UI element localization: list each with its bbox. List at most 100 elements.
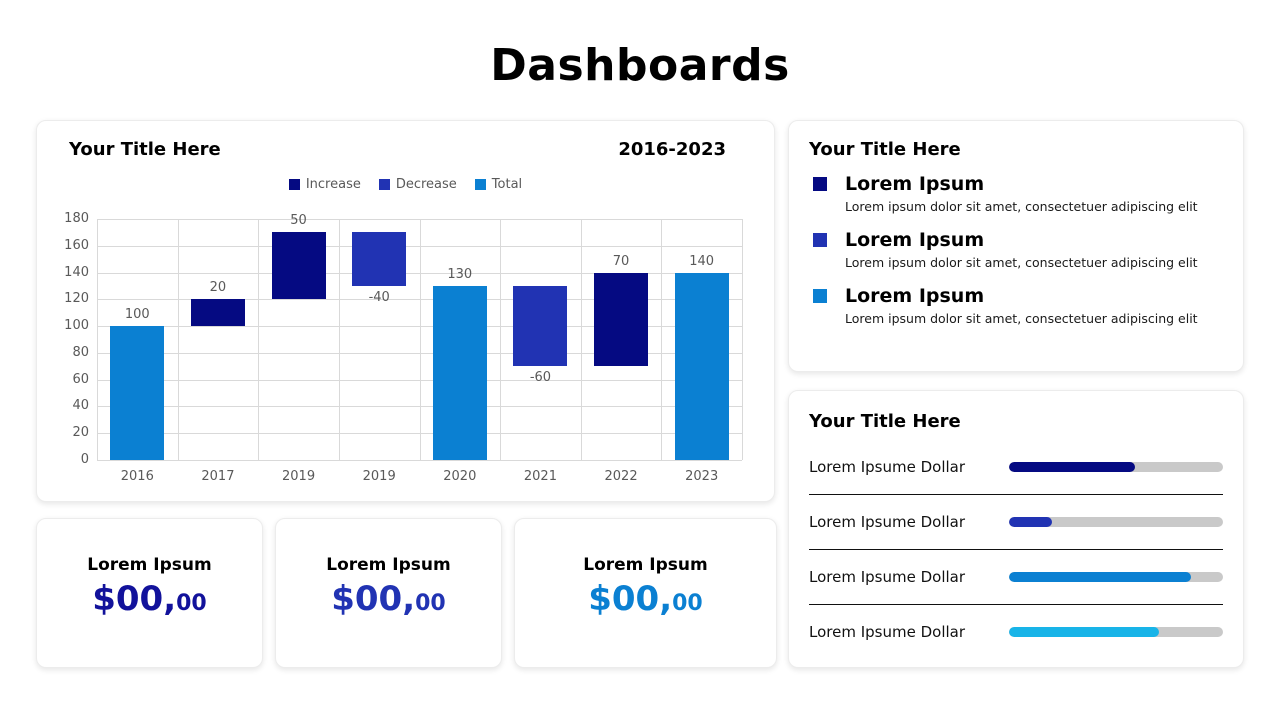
bullet-text-block: Lorem Ipsum Lorem ipsum dolor sit amet, c… — [845, 285, 1198, 326]
waterfall-bar-total — [432, 285, 487, 460]
kpi-value: $00,00 — [276, 579, 501, 619]
bullet-description: Lorem ipsum dolor sit amet, consectetuer… — [845, 255, 1198, 270]
kpi-value-sub: 00 — [415, 591, 446, 616]
kpi-card: Lorem Ipsum $00,00 — [36, 518, 263, 668]
x-axis-category-label: 2016 — [120, 469, 154, 484]
progress-fill — [1009, 517, 1052, 527]
legend-swatch-icon — [474, 179, 486, 190]
chart-legend-item: Increase — [288, 177, 361, 192]
kpi-value-sub: 00 — [176, 591, 207, 616]
bar-value-label: 70 — [612, 253, 630, 269]
y-axis-tick-label: 20 — [72, 425, 89, 441]
chart-legend-item: Total — [474, 177, 523, 192]
y-axis-tick-label: 140 — [64, 264, 89, 280]
bar-value-label: -60 — [529, 370, 552, 386]
legend-bullet-item: Lorem Ipsum Lorem ipsum dolor sit amet, c… — [809, 173, 1223, 214]
progress-track — [1009, 572, 1223, 582]
x-axis-category-label: 2019 — [282, 469, 316, 484]
legend-bullet-item: Lorem Ipsum Lorem ipsum dolor sit amet, c… — [809, 285, 1223, 326]
legend-bullet-item: Lorem Ipsum Lorem ipsum dolor sit amet, c… — [809, 229, 1223, 270]
progress-fill — [1009, 572, 1191, 582]
progress-rows-list: Lorem Ipsume Dollar Lorem Ipsume Dollar Lo… — [809, 439, 1223, 659]
y-axis-tick-label: 80 — [72, 344, 89, 360]
kpi-value: $00,00 — [515, 579, 776, 619]
chart-gridline — [97, 219, 98, 460]
chart-gridline — [661, 219, 663, 460]
page-title: Dashboards — [490, 40, 790, 91]
bullet-heading: Lorem Ipsum — [845, 285, 985, 307]
progress-label: Lorem Ipsume Dollar — [809, 623, 966, 641]
progress-row: Lorem Ipsume Dollar — [809, 494, 1223, 549]
bullet-square-icon — [813, 289, 827, 303]
kpi-label: Lorem Ipsum — [583, 555, 708, 575]
chart-legend-item: Decrease — [378, 177, 457, 192]
bar-value-label: 50 — [290, 213, 307, 229]
progress-track — [1009, 461, 1223, 472]
progress-label: Lorem Ipsume Dollar — [809, 568, 966, 586]
progress-bars-card: Your Title Here Lorem Ipsume Dollar Lorem… — [788, 390, 1244, 668]
waterfall-bar-increase — [271, 232, 326, 300]
bullet-heading: Lorem Ipsum — [845, 229, 985, 251]
kpi-card: Lorem Ipsum $00,00 — [275, 518, 502, 668]
legend-items-list: Lorem Ipsum Lorem ipsum dolor sit amet, c… — [809, 173, 1223, 341]
kpi-label: Lorem Ipsum — [87, 555, 212, 575]
x-axis-category-label: 2023 — [685, 469, 719, 484]
progress-row: Lorem Ipsume Dollar — [809, 549, 1223, 604]
y-axis-tick-label: 40 — [72, 398, 89, 414]
waterfall-bar-total — [110, 326, 165, 460]
waterfall-bar-increase — [594, 272, 649, 367]
progress-fill — [1009, 461, 1136, 472]
progress-fill — [1009, 627, 1159, 637]
chart-gridline — [580, 219, 582, 460]
kpi-value-main: $00, — [92, 579, 177, 619]
progress-row: Lorem Ipsume Dollar — [809, 439, 1223, 494]
bullet-text-block: Lorem Ipsum Lorem ipsum dolor sit amet, c… — [845, 229, 1198, 270]
bullet-description: Lorem ipsum dolor sit amet, consectetuer… — [845, 311, 1198, 326]
y-axis-tick-label: 180 — [64, 211, 89, 226]
bar-value-label: -40 — [368, 289, 390, 305]
waterfall-bar-total — [674, 272, 729, 460]
waterfall-bar-decrease — [352, 232, 407, 286]
kpi-value-main: $00, — [588, 579, 673, 619]
chart-legend: Increase Decrease Total — [37, 177, 774, 192]
bullet-description: Lorem ipsum dolor sit amet, consectetuer… — [845, 199, 1198, 214]
y-axis-tick-label: 100 — [64, 318, 89, 334]
legend-swatch-icon — [288, 179, 300, 190]
x-axis-category-label: 2020 — [443, 469, 477, 484]
waterfall-chart-card: Your Title Here 2016-2023 Increase Decrea… — [36, 120, 775, 502]
chart-gridline — [500, 219, 502, 460]
bar-value-label: 100 — [124, 307, 150, 323]
legend-label: Total — [491, 177, 523, 192]
kpi-label: Lorem Ipsum — [326, 555, 451, 575]
x-axis-category-label: 2021 — [523, 469, 557, 484]
y-axis-tick-label: 120 — [64, 291, 89, 307]
legend-bullets-card: Your Title Here Lorem Ipsum Lorem ipsum d… — [788, 120, 1244, 372]
progress-row: Lorem Ipsume Dollar — [809, 604, 1223, 659]
bar-value-label: 20 — [209, 280, 227, 296]
legend-label: Increase — [305, 177, 361, 192]
chart-card-header: Your Title Here 2016-2023 — [69, 139, 726, 160]
chart-gridline — [742, 219, 743, 460]
waterfall-plot-area: 0 20 40 60 80 100 120 140 160 180 2016 2017 2019 2019… — [37, 121, 776, 503]
chart-title: Your Title Here — [69, 139, 221, 160]
kpi-value-main: $00, — [331, 579, 416, 619]
chart-gridline — [258, 219, 260, 460]
bullet-square-icon — [813, 233, 827, 247]
x-axis-category-label: 2022 — [604, 469, 638, 484]
chart-gridline — [419, 219, 421, 460]
progress-track — [1009, 517, 1223, 527]
chart-gridline — [97, 460, 742, 461]
chart-gridline — [177, 219, 179, 460]
progress-card-title: Your Title Here — [809, 411, 961, 432]
kpi-value: $00,00 — [37, 579, 262, 619]
kpi-cards-row: Lorem Ipsum $00,00 Lorem Ipsum $00,00 Lorem … — [36, 518, 777, 668]
kpi-card: Lorem Ipsum $00,00 — [514, 518, 777, 668]
legend-label: Decrease — [395, 177, 457, 192]
progress-label: Lorem Ipsume Dollar — [809, 513, 966, 531]
bar-value-label: 140 — [689, 253, 715, 269]
waterfall-bar-decrease — [513, 285, 568, 367]
bar-value-label: 130 — [447, 266, 473, 282]
y-axis-tick-label: 160 — [64, 237, 89, 253]
progress-label: Lorem Ipsume Dollar — [809, 457, 966, 476]
chart-gridline — [338, 219, 340, 460]
